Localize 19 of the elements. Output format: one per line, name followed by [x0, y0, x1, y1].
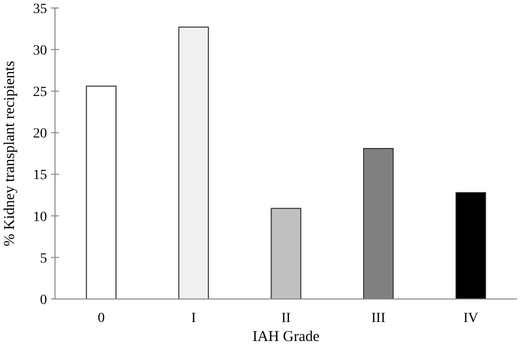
- x-axis-title: IAH Grade: [252, 329, 320, 345]
- bar: [178, 26, 209, 300]
- y-tick-label: 10: [33, 210, 47, 225]
- bar: [456, 192, 486, 300]
- y-tick-label: 30: [33, 43, 47, 58]
- y-tick-label: 15: [33, 168, 47, 184]
- bar: [86, 86, 116, 300]
- x-tick-label: IV: [463, 311, 478, 326]
- bar: [270, 208, 302, 300]
- x-tick-label: I: [191, 311, 196, 326]
- x-tick-label: II: [281, 311, 291, 326]
- y-tick-label: 5: [40, 251, 47, 266]
- x-tick-label: III: [371, 311, 386, 326]
- y-tick-label: 20: [33, 126, 47, 142]
- y-tick-label: 35: [33, 2, 47, 17]
- x-tick-label: 0: [98, 311, 105, 326]
- y-axis-title: % Kidney transplant recipients: [2, 60, 18, 246]
- y-tick-label: 25: [33, 85, 47, 100]
- y-tick-label: 0: [40, 292, 47, 308]
